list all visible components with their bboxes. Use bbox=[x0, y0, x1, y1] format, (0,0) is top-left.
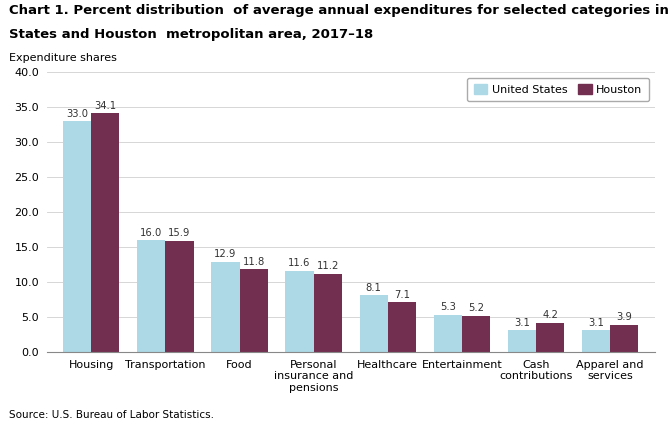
Text: 4.2: 4.2 bbox=[542, 310, 558, 320]
Text: 12.9: 12.9 bbox=[214, 249, 236, 259]
Text: Source: U.S. Bureau of Labor Statistics.: Source: U.S. Bureau of Labor Statistics. bbox=[9, 410, 214, 420]
Bar bbox=[462, 315, 490, 352]
Bar bbox=[285, 271, 314, 352]
Text: 3.1: 3.1 bbox=[514, 318, 530, 328]
Bar bbox=[314, 273, 342, 352]
Text: 8.1: 8.1 bbox=[366, 283, 381, 293]
Text: 33.0: 33.0 bbox=[66, 109, 88, 119]
Bar bbox=[582, 330, 610, 352]
Text: Expenditure shares: Expenditure shares bbox=[9, 53, 116, 63]
Text: 15.9: 15.9 bbox=[168, 228, 190, 238]
Bar bbox=[166, 241, 194, 352]
Text: 3.1: 3.1 bbox=[588, 318, 604, 328]
Bar bbox=[610, 325, 639, 352]
Bar bbox=[434, 315, 462, 352]
Text: 34.1: 34.1 bbox=[94, 101, 116, 111]
Bar bbox=[137, 240, 166, 352]
Text: 11.8: 11.8 bbox=[242, 257, 265, 267]
Legend: United States, Houston: United States, Houston bbox=[467, 78, 649, 101]
Bar bbox=[63, 121, 92, 352]
Text: 11.2: 11.2 bbox=[317, 261, 339, 271]
Bar bbox=[92, 113, 120, 352]
Bar bbox=[536, 323, 564, 352]
Bar bbox=[359, 295, 387, 352]
Bar bbox=[387, 302, 416, 352]
Text: 5.3: 5.3 bbox=[440, 302, 456, 312]
Bar bbox=[508, 330, 536, 352]
Text: Chart 1. Percent distribution  of average annual expenditures for selected categ: Chart 1. Percent distribution of average… bbox=[9, 4, 668, 17]
Text: 7.1: 7.1 bbox=[394, 290, 410, 300]
Text: 5.2: 5.2 bbox=[468, 303, 484, 313]
Text: States and Houston  metropolitan area, 2017–18: States and Houston metropolitan area, 20… bbox=[9, 28, 373, 41]
Bar bbox=[240, 269, 268, 352]
Text: 11.6: 11.6 bbox=[289, 258, 311, 268]
Text: 16.0: 16.0 bbox=[140, 228, 162, 237]
Text: 3.9: 3.9 bbox=[617, 312, 632, 322]
Bar bbox=[211, 262, 240, 352]
